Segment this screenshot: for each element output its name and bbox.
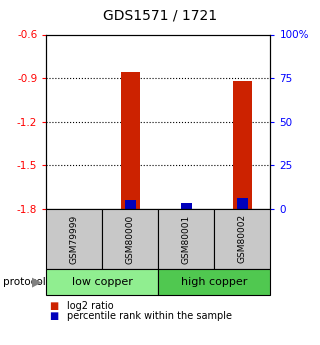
Text: protocol: protocol bbox=[3, 277, 46, 287]
Text: ■: ■ bbox=[50, 311, 59, 321]
Bar bbox=[125, 200, 136, 209]
Bar bbox=[181, 204, 192, 209]
Text: GDS1571 / 1721: GDS1571 / 1721 bbox=[103, 9, 217, 23]
Text: low copper: low copper bbox=[72, 277, 133, 287]
Bar bbox=[237, 198, 248, 209]
Bar bbox=[233, 81, 252, 209]
Text: high copper: high copper bbox=[181, 277, 248, 287]
Bar bbox=[121, 71, 140, 209]
Text: GSM79999: GSM79999 bbox=[70, 214, 79, 264]
Text: GSM80002: GSM80002 bbox=[238, 214, 247, 264]
Text: GSM80000: GSM80000 bbox=[126, 214, 135, 264]
Text: log2 ratio: log2 ratio bbox=[67, 302, 114, 311]
Text: GSM80001: GSM80001 bbox=[182, 214, 191, 264]
Text: percentile rank within the sample: percentile rank within the sample bbox=[67, 311, 232, 321]
Text: ■: ■ bbox=[50, 302, 59, 311]
Text: ▶: ▶ bbox=[32, 276, 42, 288]
